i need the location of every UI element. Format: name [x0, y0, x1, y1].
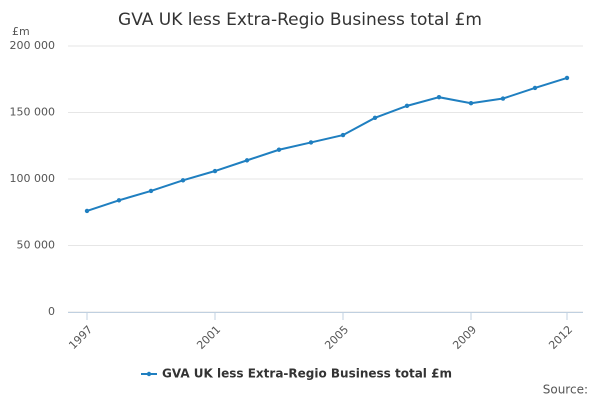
legend-symbol-dot	[146, 371, 152, 377]
data-point	[372, 115, 378, 121]
y-tick-label: 200 000	[10, 39, 56, 52]
data-point	[212, 168, 218, 174]
data-point	[308, 140, 314, 145]
data-point	[244, 158, 250, 163]
legend-label: GVA UK less Extra-Regio Business total £…	[162, 367, 452, 381]
data-point	[116, 198, 122, 203]
data-point	[276, 147, 282, 152]
y-tick-label: 150 000	[10, 106, 56, 119]
data-point	[340, 132, 346, 138]
data-point	[404, 103, 410, 109]
data-point	[500, 96, 506, 101]
data-point	[148, 188, 154, 194]
data-line	[86, 76, 568, 212]
chart-title: GVA UK less Extra-Regio Business total £…	[118, 10, 482, 30]
data-point	[564, 75, 570, 81]
data-point	[84, 208, 90, 214]
y-tick-label: 50 000	[17, 239, 56, 252]
data-point	[468, 100, 474, 106]
data-point	[532, 85, 538, 91]
data-point	[180, 178, 186, 183]
source: Source:	[543, 383, 588, 397]
data-point	[436, 95, 442, 100]
y-axis-label: £m	[12, 25, 30, 38]
y-tick-label: 0	[48, 305, 55, 318]
y-tick-label: 100 000	[10, 172, 56, 185]
